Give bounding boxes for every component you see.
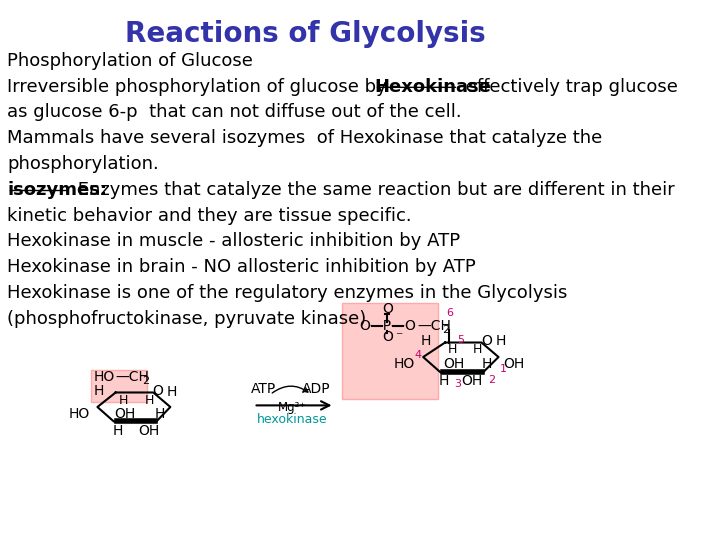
Text: 1: 1: [500, 364, 507, 374]
Text: ADP: ADP: [302, 382, 330, 396]
Text: —CH: —CH: [116, 370, 150, 384]
Text: (phosphofructokinase, pyruvate kinase): (phosphofructokinase, pyruvate kinase): [7, 310, 366, 328]
Text: phosphorylation.: phosphorylation.: [7, 155, 159, 173]
Text: kinetic behavior and they are tissue specific.: kinetic behavior and they are tissue spe…: [7, 207, 412, 225]
Text: 6: 6: [446, 308, 454, 318]
Text: Mammals have several isozymes  of Hexokinase that catalyze the: Mammals have several isozymes of Hexokin…: [7, 129, 603, 147]
Text: OH: OH: [114, 407, 136, 421]
FancyBboxPatch shape: [91, 370, 148, 402]
Text: H: H: [420, 334, 431, 348]
Text: hexokinase: hexokinase: [256, 413, 327, 426]
Text: 2: 2: [443, 325, 450, 335]
Text: O: O: [382, 302, 392, 316]
Text: H: H: [113, 424, 123, 438]
Text: H: H: [154, 407, 165, 421]
Text: effectively trap glucose: effectively trap glucose: [459, 78, 678, 96]
Text: isozymes:: isozymes:: [7, 181, 107, 199]
Text: OH: OH: [503, 357, 525, 371]
Text: O: O: [359, 319, 370, 333]
FancyArrowPatch shape: [272, 386, 308, 393]
Text: O: O: [481, 334, 492, 348]
Text: OH: OH: [138, 424, 159, 438]
Text: H: H: [438, 374, 449, 388]
Text: 2: 2: [143, 376, 150, 386]
Text: 3: 3: [454, 379, 461, 389]
Text: Hexokinase is one of the regulatory enzymes in the Glycolysis: Hexokinase is one of the regulatory enzy…: [7, 284, 568, 302]
Text: Hexokinase in muscle - allosteric inhibition by ATP: Hexokinase in muscle - allosteric inhibi…: [7, 232, 461, 251]
Text: ATP: ATP: [251, 382, 276, 396]
Text: H: H: [145, 394, 154, 407]
Text: H: H: [94, 384, 104, 399]
Text: O: O: [405, 319, 415, 333]
Text: HO: HO: [393, 357, 415, 371]
Text: HO: HO: [94, 370, 115, 384]
Text: 4: 4: [414, 350, 421, 360]
Text: —CH: —CH: [418, 319, 451, 333]
Text: —P—: —P—: [369, 319, 405, 333]
Text: H: H: [481, 357, 492, 371]
Text: as glucose 6-p  that can not diffuse out of the cell.: as glucose 6-p that can not diffuse out …: [7, 104, 462, 122]
Text: O: O: [153, 384, 163, 399]
FancyBboxPatch shape: [342, 303, 438, 399]
Text: H: H: [496, 334, 506, 348]
Text: 2: 2: [487, 375, 495, 385]
Text: Hexokinase in brain - NO allosteric inhibition by ATP: Hexokinase in brain - NO allosteric inhi…: [7, 258, 476, 276]
Text: Reactions of Glycolysis: Reactions of Glycolysis: [125, 20, 485, 48]
Text: OH: OH: [461, 374, 482, 388]
Text: H: H: [473, 343, 482, 356]
Text: O: O: [382, 330, 392, 344]
Text: 5: 5: [457, 335, 464, 345]
Text: Phosphorylation of Glucose: Phosphorylation of Glucose: [7, 52, 253, 70]
Text: Enzymes that catalyze the same reaction but are different in their: Enzymes that catalyze the same reaction …: [72, 181, 675, 199]
Text: OH: OH: [444, 357, 465, 371]
Text: Mg²⁺: Mg²⁺: [278, 401, 306, 414]
Text: H: H: [166, 386, 176, 400]
Text: H: H: [118, 394, 127, 407]
Text: ⁻: ⁻: [395, 330, 402, 344]
Text: HO: HO: [68, 407, 89, 421]
Text: Irreversible phosphorylation of glucose by: Irreversible phosphorylation of glucose …: [7, 78, 393, 96]
Text: Hexokinase: Hexokinase: [374, 78, 492, 96]
Text: H: H: [448, 343, 457, 356]
